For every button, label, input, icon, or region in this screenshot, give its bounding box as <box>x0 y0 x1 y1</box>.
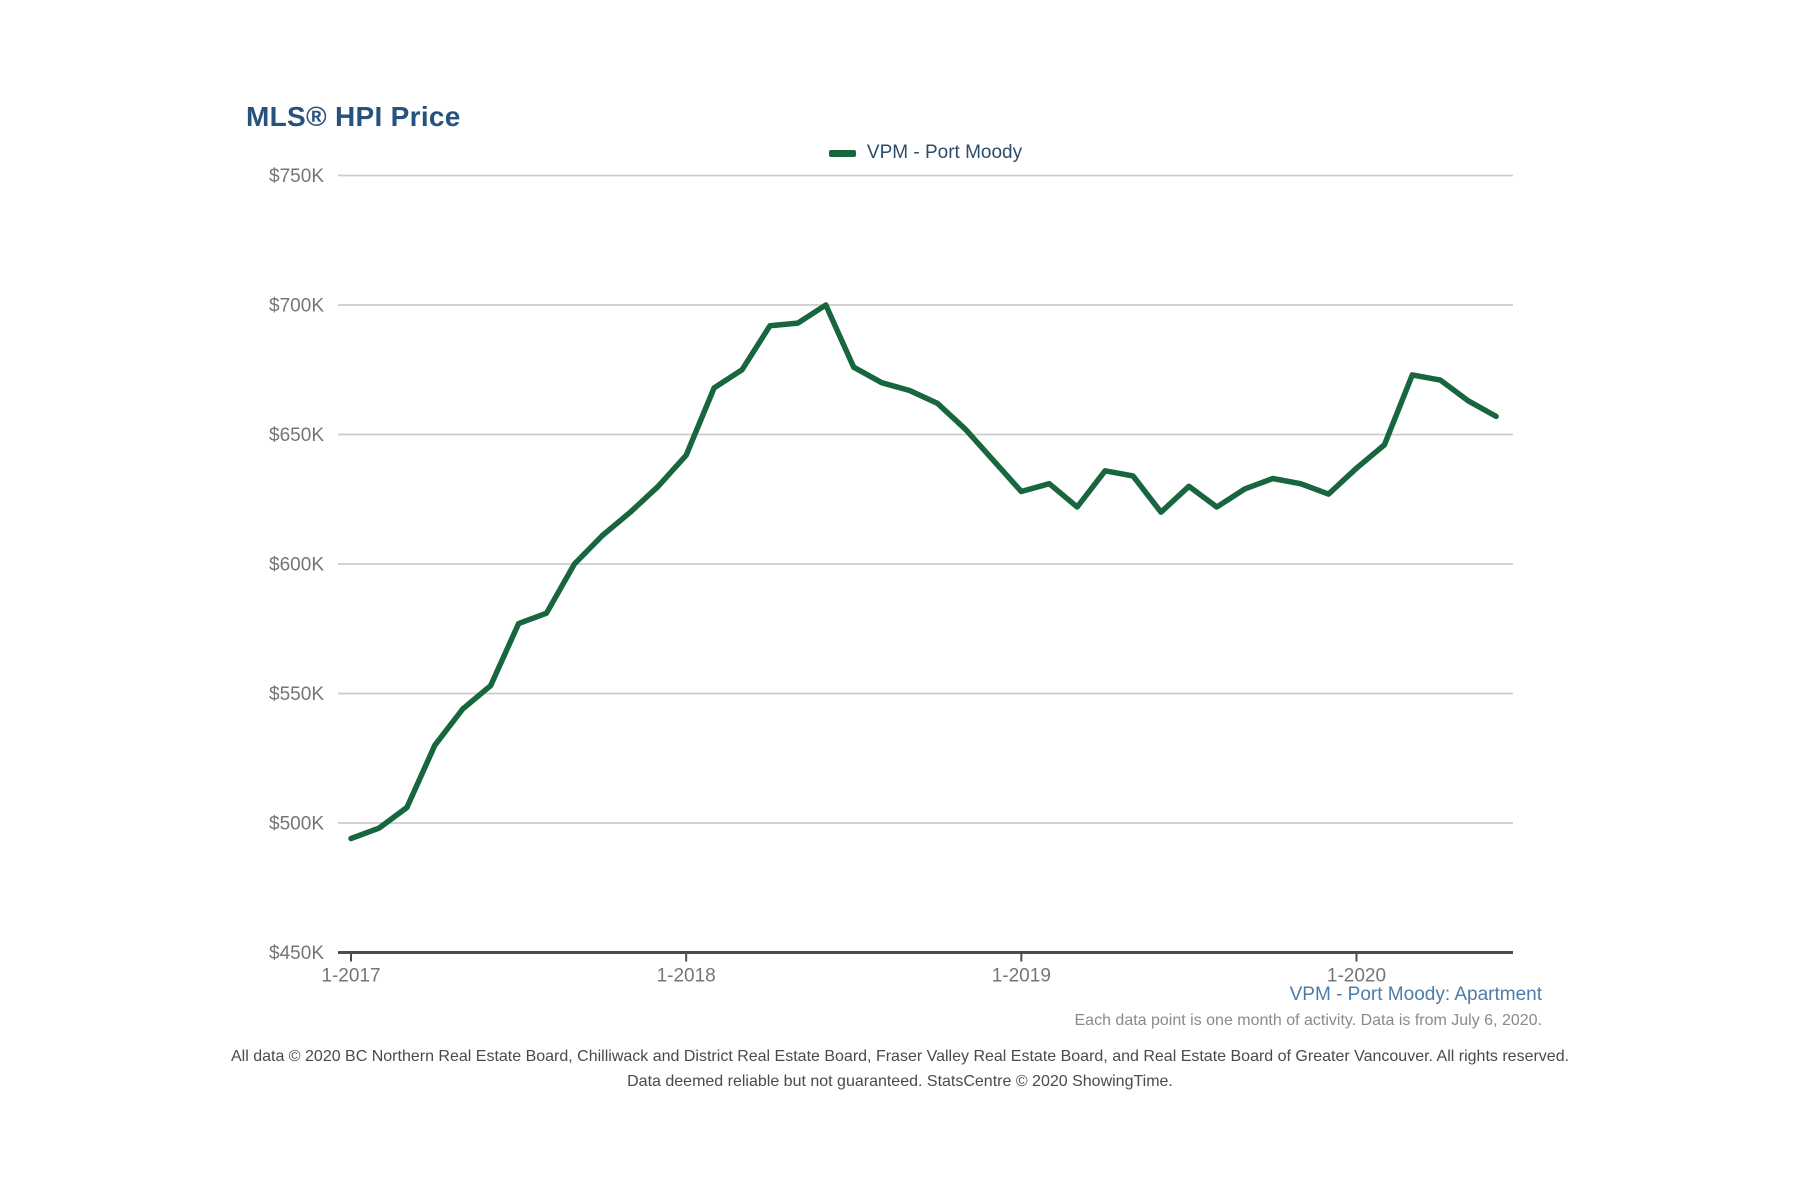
y-axis-tick-label: $650K <box>269 425 324 446</box>
legend-label: VPM - Port Moody <box>866 142 1023 163</box>
x-axis-tick-label: 1-2018 <box>657 966 716 987</box>
y-axis-tick-label: $450K <box>269 943 324 964</box>
y-axis-tick-label: $700K <box>269 296 324 317</box>
y-axis-tick-label: $600K <box>269 555 324 576</box>
data-note: Each data point is one month of activity… <box>1074 1012 1543 1029</box>
legend-line-marker <box>828 149 856 157</box>
footer-line-2: Data deemed reliable but not guaranteed.… <box>627 1073 1173 1090</box>
legend: VPM - Port Moody <box>338 140 1513 166</box>
price-line-chart: $750K$700K$650K$600K$550K$500K$450K1-201… <box>269 166 1513 987</box>
footer: All data © 2020 BC Northern Real Estate … <box>0 1044 1800 1094</box>
hpi-price-line <box>348 302 1499 842</box>
y-axis-tick-label: $550K <box>269 684 324 705</box>
x-axis-tick-label: 1-2019 <box>992 966 1051 987</box>
x-axis-tick-label: 1-2020 <box>1327 966 1386 987</box>
series-note: VPM - Port Moody: Apartment <box>1289 984 1542 1005</box>
footer-line-1: All data © 2020 BC Northern Real Estate … <box>230 1048 1570 1065</box>
y-axis-tick-label: $500K <box>269 814 324 835</box>
chart-title: MLS® HPI Price <box>246 101 461 132</box>
y-axis-tick-label: $750K <box>269 166 324 187</box>
x-axis-tick-label: 1-2017 <box>321 966 380 987</box>
